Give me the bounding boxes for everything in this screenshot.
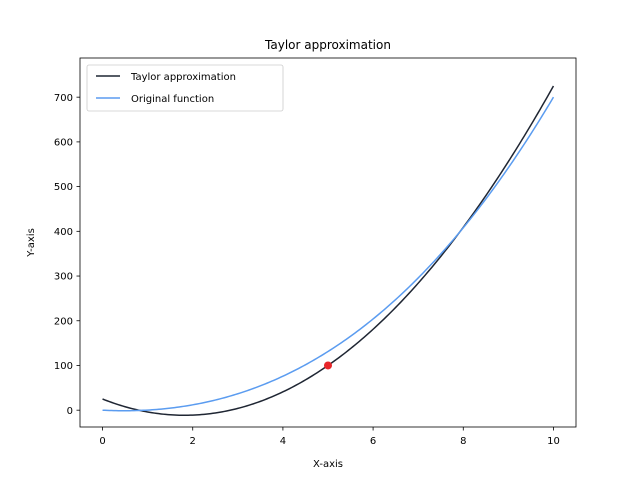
x-tick-label: 10	[547, 436, 560, 447]
x-tick-label: 4	[280, 436, 286, 447]
y-tick-label: 0	[67, 406, 73, 417]
x-tick-label: 2	[190, 436, 196, 447]
y-tick-label: 700	[54, 93, 73, 104]
x-axis-ticks: 0 2 4 6 8 10	[99, 427, 560, 447]
series-line-1	[102, 96, 555, 412]
legend-label-original: Original function	[131, 94, 214, 105]
point-layer	[324, 361, 332, 370]
y-tick-label: 100	[54, 361, 73, 372]
y-tick-label: 600	[54, 137, 73, 148]
y-tick-label: 400	[54, 227, 73, 238]
legend-label-taylor: Taylor approximation	[130, 72, 236, 83]
expansion-point-marker	[324, 361, 332, 370]
plot-area	[80, 58, 576, 427]
y-tick-label: 300	[54, 272, 73, 283]
x-tick-label: 0	[99, 436, 105, 447]
x-axis-label: X-axis	[313, 459, 343, 470]
y-tick-label: 200	[54, 316, 73, 327]
x-tick-label: 8	[460, 436, 466, 447]
y-axis-ticks: 0 100 200 300 400 500 600 700	[54, 93, 80, 417]
y-tick-label: 500	[54, 182, 73, 193]
y-axis-label: Y-axis	[26, 228, 37, 258]
legend-box	[86, 64, 284, 112]
legend: Taylor approximation Original function	[86, 64, 284, 112]
x-tick-label: 6	[370, 436, 376, 447]
plot-frame	[79, 57, 577, 428]
chart-title: Taylor approximation	[264, 38, 391, 52]
